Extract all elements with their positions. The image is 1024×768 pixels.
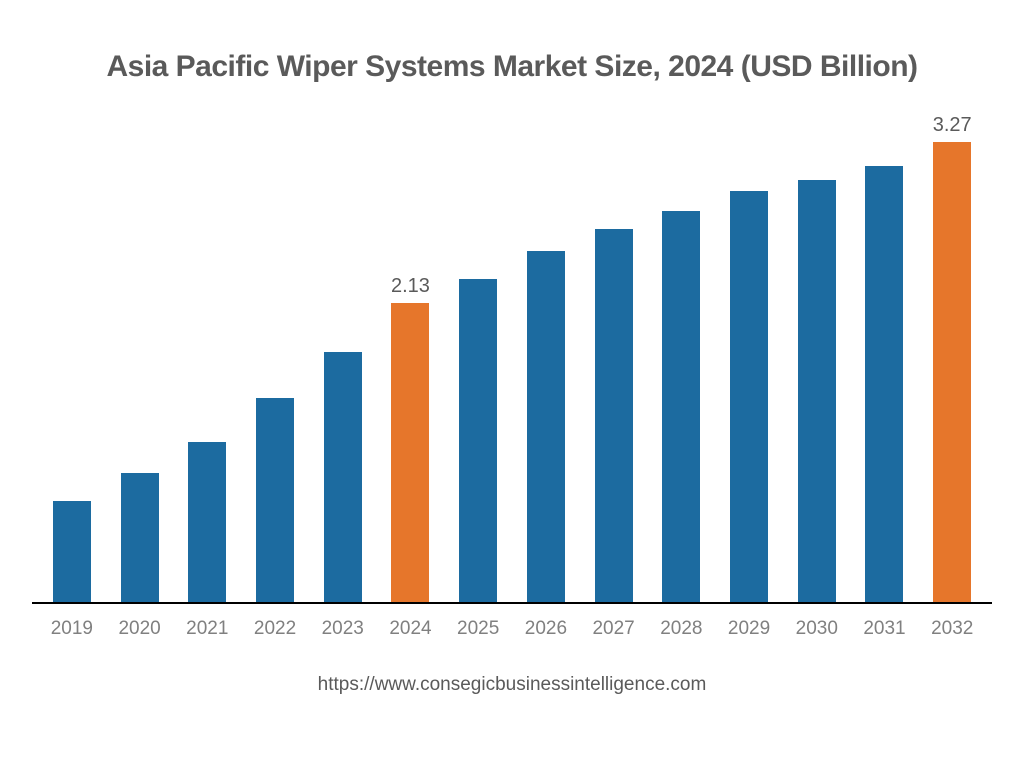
x-axis-label: 2032 xyxy=(918,608,986,644)
bar-slot: 2.13 xyxy=(377,124,445,602)
x-axis-label: 2024 xyxy=(377,608,445,644)
bar-slot xyxy=(309,124,377,602)
bar: 3.27 xyxy=(933,142,971,602)
x-axis-label: 2021 xyxy=(173,608,241,644)
bar-slot xyxy=(783,124,851,602)
bar xyxy=(595,229,633,602)
bar xyxy=(324,352,362,602)
bar xyxy=(865,166,903,602)
x-axis-label: 2027 xyxy=(580,608,648,644)
bar-slot xyxy=(444,124,512,602)
bar xyxy=(188,442,226,602)
x-axis-label: 2031 xyxy=(851,608,919,644)
x-axis-label: 2030 xyxy=(783,608,851,644)
bar-slot xyxy=(38,124,106,602)
bar-slot xyxy=(647,124,715,602)
bar xyxy=(459,279,497,602)
x-axis-label: 2023 xyxy=(309,608,377,644)
bar-slot xyxy=(580,124,648,602)
bar xyxy=(527,251,565,602)
bar-value-label: 2.13 xyxy=(391,275,430,298)
x-axis-label: 2029 xyxy=(715,608,783,644)
x-axis-label: 2020 xyxy=(106,608,174,644)
bar-value-label: 3.27 xyxy=(933,114,972,137)
x-axis-label: 2028 xyxy=(647,608,715,644)
bar-slot: 3.27 xyxy=(918,124,986,602)
bar-slot xyxy=(851,124,919,602)
bar xyxy=(730,191,768,602)
plot-wrap: 2.133.27 2019202020212022202320242025202… xyxy=(32,124,992,644)
bar-slot xyxy=(512,124,580,602)
bar: 2.13 xyxy=(391,303,429,602)
bar xyxy=(798,180,836,602)
bar xyxy=(662,211,700,602)
bar xyxy=(121,473,159,602)
bar-slot xyxy=(715,124,783,602)
bar-slot xyxy=(241,124,309,602)
bars-group: 2.13 3.27 xyxy=(32,124,992,602)
x-axis-label: 2026 xyxy=(512,608,580,644)
bar-slot xyxy=(106,124,174,602)
bar xyxy=(256,398,294,602)
x-axis-label: 2022 xyxy=(241,608,309,644)
bar-slot xyxy=(173,124,241,602)
x-axis-labels: 2019202020212022202320242025202620272028… xyxy=(32,608,992,644)
x-axis-label: 2025 xyxy=(444,608,512,644)
plot-area: 2.13 3.27 xyxy=(32,124,992,604)
chart-title: Asia Pacific Wiper Systems Market Size, … xyxy=(30,50,994,84)
chart-container: Asia Pacific Wiper Systems Market Size, … xyxy=(0,0,1024,768)
x-axis-label: 2019 xyxy=(38,608,106,644)
bar xyxy=(53,501,91,602)
source-url: https://www.consegicbusinessintelligence… xyxy=(30,674,994,696)
